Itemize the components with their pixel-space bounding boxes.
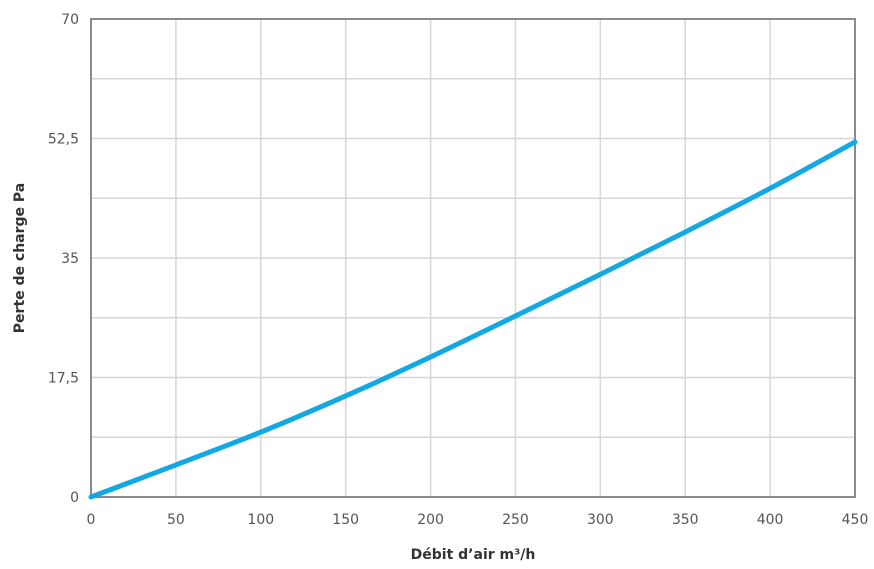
x-tick-label: 350 bbox=[672, 512, 699, 528]
x-tick-label: 400 bbox=[757, 512, 784, 528]
x-tick-label: 450 bbox=[842, 512, 869, 528]
x-tick-label: 150 bbox=[332, 512, 359, 528]
y-axis-title: Perte de charge Pa bbox=[12, 183, 28, 333]
y-tick-label: 0 bbox=[70, 490, 79, 506]
x-tick-label: 300 bbox=[587, 512, 614, 528]
x-tick-labels: 0 50 100 150 200 250 300 350 400 450 bbox=[87, 512, 869, 528]
x-tick-label: 50 bbox=[167, 512, 185, 528]
x-tick-label: 0 bbox=[87, 512, 96, 528]
plot-frame bbox=[90, 18, 856, 498]
x-tick-label: 200 bbox=[417, 512, 444, 528]
y-tick-label: 35 bbox=[61, 251, 79, 267]
y-tick-labels: 0 17,5 35 52,5 70 bbox=[48, 12, 79, 506]
y-tick-label: 70 bbox=[61, 12, 79, 28]
x-tick-label: 100 bbox=[247, 512, 274, 528]
grid bbox=[91, 19, 855, 497]
y-tick-label: 52,5 bbox=[48, 132, 79, 148]
x-axis-title: Débit d’air m³/h bbox=[411, 547, 536, 563]
y-tick-label: 17,5 bbox=[48, 371, 79, 387]
series-layer bbox=[88, 139, 858, 500]
x-tick-label: 250 bbox=[502, 512, 529, 528]
series-line bbox=[88, 139, 858, 500]
